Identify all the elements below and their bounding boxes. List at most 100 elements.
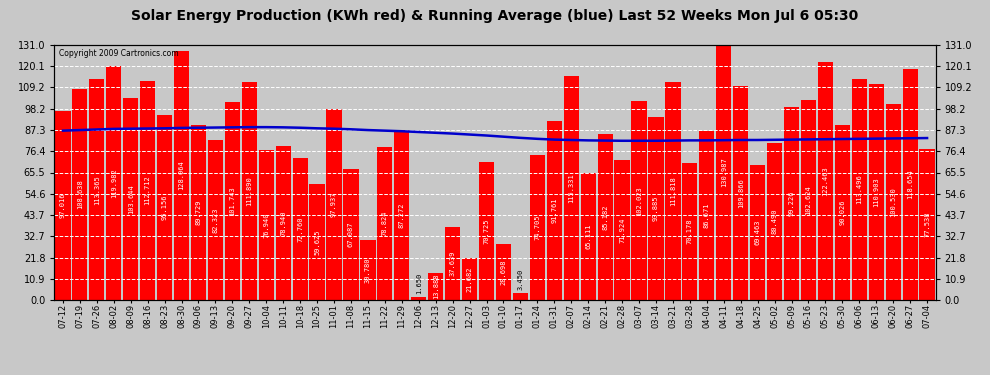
- Bar: [479, 162, 494, 300]
- Text: 78.824: 78.824: [382, 210, 388, 236]
- Bar: [851, 79, 867, 300]
- Text: 99.226: 99.226: [788, 190, 795, 216]
- Bar: [428, 273, 444, 300]
- Text: 28.698: 28.698: [501, 260, 507, 285]
- Bar: [716, 45, 732, 300]
- Bar: [513, 293, 528, 300]
- Text: 1.650: 1.650: [416, 273, 422, 294]
- Bar: [310, 184, 325, 300]
- Text: 70.178: 70.178: [687, 219, 693, 245]
- Bar: [496, 244, 511, 300]
- Bar: [344, 170, 358, 300]
- Text: 71.924: 71.924: [619, 217, 625, 243]
- Text: 82.323: 82.323: [213, 207, 219, 232]
- Bar: [394, 130, 410, 300]
- Text: 78.940: 78.940: [280, 210, 286, 236]
- Bar: [174, 51, 189, 300]
- Text: 85.182: 85.182: [602, 204, 608, 230]
- Bar: [682, 164, 698, 300]
- Bar: [546, 122, 562, 300]
- Text: 113.365: 113.365: [94, 175, 100, 204]
- Text: 118.654: 118.654: [907, 170, 913, 200]
- Text: 89.729: 89.729: [195, 200, 202, 225]
- Bar: [580, 173, 596, 300]
- Bar: [767, 143, 782, 300]
- Text: Solar Energy Production (KWh red) & Running Average (blue) Last 52 Weeks Mon Jul: Solar Energy Production (KWh red) & Runn…: [132, 9, 858, 23]
- Text: 93.885: 93.885: [653, 196, 659, 221]
- Bar: [530, 154, 544, 300]
- Bar: [72, 88, 87, 300]
- Bar: [242, 82, 257, 300]
- Text: 30.780: 30.780: [365, 257, 371, 283]
- Text: 87.272: 87.272: [399, 202, 405, 228]
- Bar: [903, 69, 918, 300]
- Bar: [225, 102, 240, 300]
- Text: 21.682: 21.682: [466, 266, 472, 292]
- Text: 113.496: 113.496: [856, 175, 862, 204]
- Bar: [275, 146, 291, 300]
- Bar: [665, 82, 680, 300]
- Bar: [835, 125, 850, 300]
- Bar: [55, 111, 70, 300]
- Bar: [733, 86, 748, 300]
- Bar: [886, 104, 901, 300]
- Text: 97.016: 97.016: [60, 193, 66, 218]
- Bar: [563, 75, 579, 300]
- Text: 100.530: 100.530: [890, 187, 896, 217]
- Bar: [920, 149, 935, 300]
- Bar: [123, 98, 139, 300]
- Bar: [784, 107, 799, 300]
- Bar: [208, 140, 223, 300]
- Text: 86.671: 86.671: [704, 203, 710, 228]
- Text: 101.743: 101.743: [230, 186, 236, 216]
- Text: 119.982: 119.982: [111, 168, 117, 198]
- Bar: [360, 240, 375, 300]
- Text: 111.890: 111.890: [247, 176, 252, 206]
- Bar: [699, 131, 715, 300]
- Bar: [818, 62, 833, 300]
- Bar: [140, 81, 155, 300]
- Bar: [462, 258, 477, 300]
- Text: 76.940: 76.940: [263, 212, 269, 238]
- Bar: [868, 84, 884, 300]
- Text: 111.818: 111.818: [670, 176, 676, 206]
- Bar: [191, 125, 206, 300]
- Text: 69.463: 69.463: [754, 220, 760, 245]
- Text: 128.064: 128.064: [178, 160, 184, 190]
- Text: 97.937: 97.937: [331, 192, 337, 217]
- Text: 74.705: 74.705: [535, 214, 541, 240]
- Bar: [411, 297, 427, 300]
- Text: 37.639: 37.639: [449, 251, 455, 276]
- Text: 95.156: 95.156: [161, 195, 167, 220]
- Bar: [648, 117, 663, 300]
- Text: 80.490: 80.490: [771, 209, 777, 234]
- Text: 108.638: 108.638: [77, 179, 83, 209]
- Text: 3.450: 3.450: [518, 269, 524, 290]
- Bar: [615, 160, 630, 300]
- Text: 90.026: 90.026: [840, 200, 845, 225]
- Bar: [258, 150, 274, 300]
- Text: 122.463: 122.463: [823, 166, 829, 196]
- Text: 110.903: 110.903: [873, 177, 879, 207]
- Text: 112.712: 112.712: [145, 176, 150, 205]
- Text: 109.866: 109.866: [738, 178, 743, 208]
- Text: 103.644: 103.644: [128, 184, 134, 214]
- Text: 77.538: 77.538: [924, 212, 930, 237]
- Bar: [89, 80, 104, 300]
- Bar: [801, 100, 816, 300]
- Bar: [377, 147, 392, 300]
- Text: 72.760: 72.760: [297, 216, 303, 242]
- Bar: [157, 115, 172, 300]
- Text: 59.625: 59.625: [314, 229, 320, 255]
- Text: 130.987: 130.987: [721, 158, 727, 188]
- Text: 70.725: 70.725: [483, 218, 489, 244]
- Text: 91.761: 91.761: [551, 198, 557, 223]
- Bar: [446, 227, 460, 300]
- Bar: [750, 165, 765, 300]
- Text: 13.888: 13.888: [433, 274, 439, 299]
- Bar: [598, 134, 613, 300]
- Bar: [106, 66, 122, 300]
- Bar: [632, 101, 646, 300]
- Text: 102.624: 102.624: [806, 185, 812, 215]
- Text: 115.331: 115.331: [568, 173, 574, 202]
